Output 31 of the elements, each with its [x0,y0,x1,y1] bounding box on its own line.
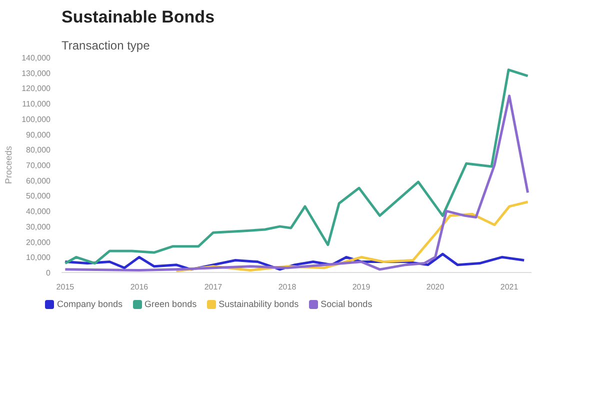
legend-label: Sustainability bonds [218,298,299,311]
x-tick-label: 2018 [278,282,297,292]
y-tick-label: 140,000 [22,54,52,62]
legend-label: Company bonds [56,298,123,311]
legend-label: Green bonds [144,298,197,311]
y-tick-label: 60,000 [26,176,52,186]
y-tick-label: 50,000 [26,192,52,201]
x-tick-label: 2016 [130,282,149,292]
y-tick-label: 110,000 [22,100,52,109]
legend-label: Social bonds [320,298,372,311]
y-tick-label: 120,000 [22,84,52,94]
y-tick-label: 0 [46,268,52,278]
x-tick-label: 2015 [56,282,75,292]
chart-subtitle: Transaction type [62,38,150,52]
x-tick-label: 2021 [500,282,519,292]
chart-title: Sustainable Bonds [62,8,215,26]
y-tick-label: 10,000 [26,253,52,262]
y-tick-label: 80,000 [26,146,52,155]
y-tick-label: 130,000 [22,68,52,78]
y-tick-label: 100,000 [22,114,52,124]
x-tick-label: 2019 [352,282,371,292]
y-axis-title: Proceeds [4,145,14,184]
line-series [64,68,530,265]
line-series [64,94,530,272]
y-tick-label: 70,000 [26,161,52,170]
x-tick-label: 2017 [204,282,223,292]
x-tick-label: 2020 [426,282,445,292]
y-tick-label: 20,000 [26,238,52,247]
y-tick-label: 90,000 [26,130,52,140]
y-tick-label: 30,000 [26,222,52,232]
y-tick-label: 40,000 [26,207,52,216]
